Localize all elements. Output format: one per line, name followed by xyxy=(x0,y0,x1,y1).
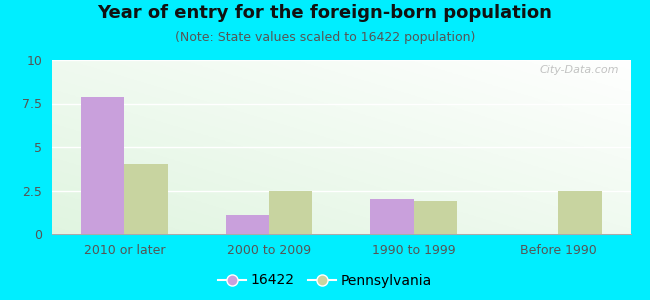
Bar xyxy=(226,215,269,234)
Legend: 16422, Pennsylvania: 16422, Pennsylvania xyxy=(213,268,437,293)
Bar xyxy=(370,199,413,234)
Text: (Note: State values scaled to 16422 population): (Note: State values scaled to 16422 popu… xyxy=(175,32,475,44)
Text: Year of entry for the foreign-born population: Year of entry for the foreign-born popul… xyxy=(98,4,552,22)
Bar xyxy=(413,201,457,234)
Text: City-Data.com: City-Data.com xyxy=(540,65,619,75)
Bar xyxy=(558,190,601,234)
Bar xyxy=(124,164,168,234)
Bar xyxy=(269,190,312,234)
Bar xyxy=(81,97,124,234)
